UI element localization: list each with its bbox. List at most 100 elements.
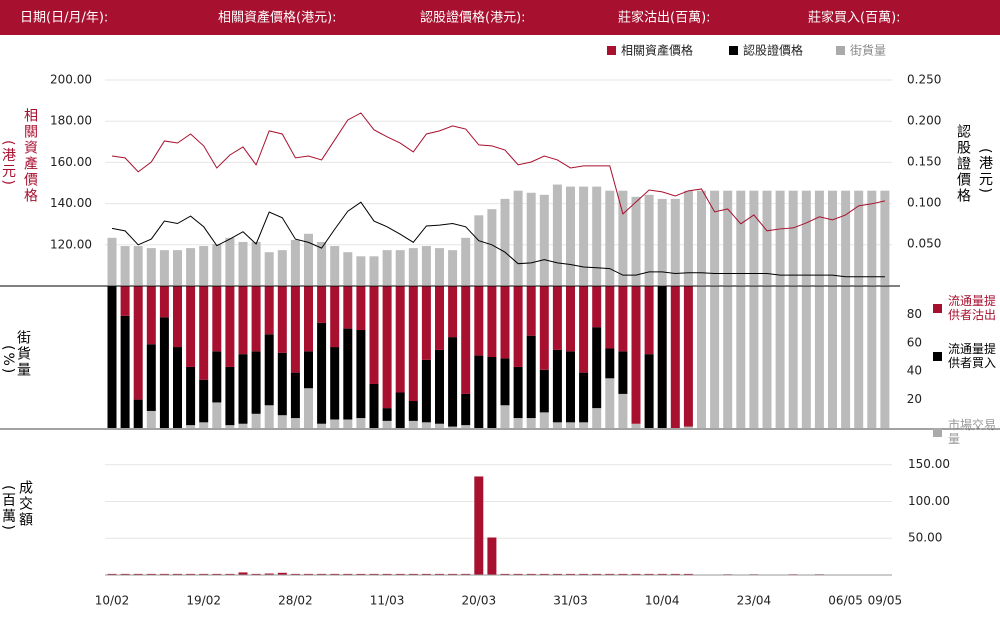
x-tick-label: 20/03 [462, 594, 497, 608]
share-bar [290, 418, 300, 428]
stock-bar [120, 246, 130, 285]
stock-bar [173, 250, 182, 285]
stock-bar [343, 252, 353, 285]
share-bar [304, 388, 313, 428]
share-bar [277, 415, 287, 428]
share-bar [120, 286, 130, 316]
volume-bar [657, 573, 667, 575]
share-bar [343, 419, 353, 428]
legend-swatch [933, 304, 942, 313]
stock-bar [513, 190, 523, 285]
share-bar [304, 286, 313, 352]
y-label: 相關資產價格 [22, 108, 38, 204]
stock-bar [788, 190, 798, 285]
share-bar [592, 408, 602, 428]
share-bar [408, 401, 418, 421]
share-bar [421, 422, 431, 428]
share-bar [579, 372, 589, 423]
y-tick-label: 140.00 [50, 196, 92, 210]
y2-unit: (港元) [977, 148, 993, 195]
share-bar [592, 327, 602, 409]
share-bar [120, 315, 130, 428]
stock-bar [683, 190, 693, 285]
share-bar [356, 286, 366, 331]
share-bar [592, 286, 602, 328]
y-tick-label: 60 [907, 335, 922, 349]
volume-bar [225, 573, 235, 575]
volume-bar [146, 573, 156, 575]
volume-bar [421, 573, 431, 575]
volume-bar [526, 573, 536, 575]
volume-bar [382, 573, 392, 575]
legend-swatch [607, 46, 616, 55]
share-bar [513, 418, 523, 428]
share-bar [251, 413, 261, 428]
stock-bar [317, 241, 327, 285]
y-tick-label: 0.200 [907, 114, 941, 128]
volume-bar [539, 573, 549, 575]
volume-bar [356, 573, 366, 575]
share-bar [395, 286, 405, 393]
volume-bar [487, 537, 497, 575]
share-bar [330, 419, 340, 428]
y-tick-label: 80 [907, 307, 922, 321]
stock-bar [356, 256, 366, 285]
y-tick-label: 100.00 [908, 494, 950, 508]
y-tick-label: 150.00 [908, 457, 950, 471]
volume-bar [264, 573, 274, 575]
share-bar [644, 354, 654, 428]
share-bar [644, 286, 654, 355]
stock-bar [225, 237, 235, 285]
share-bar [775, 286, 785, 428]
share-bar [238, 423, 248, 428]
y-tick-label: 0.250 [907, 73, 941, 87]
share-bar [539, 286, 549, 370]
share-bar [670, 286, 680, 428]
stock-bar [382, 250, 392, 285]
volume-bar [644, 573, 654, 575]
share-bar [382, 420, 392, 428]
volume-bar [369, 573, 379, 575]
share-bar [539, 369, 549, 413]
share-bar [199, 422, 209, 428]
volume-bar [304, 573, 313, 575]
stock-bar [539, 194, 549, 285]
share-bar [526, 335, 536, 419]
stock-bar [526, 192, 536, 285]
volume-bar [238, 572, 248, 575]
stock-bar [369, 256, 379, 285]
volume-bar [317, 573, 327, 575]
stock-bar [736, 190, 746, 285]
y-tick-label: 180.00 [50, 114, 92, 128]
share-bar [710, 286, 720, 428]
stock-bar [828, 190, 837, 285]
volume-bar [330, 573, 340, 575]
share-bar [579, 286, 589, 373]
price-line [111, 112, 886, 232]
volume-bar [448, 573, 458, 575]
share-bar [173, 286, 182, 348]
stock-bar [474, 215, 484, 285]
volume-bar [159, 573, 169, 575]
volume-bar [173, 573, 182, 575]
share-bar [618, 286, 628, 352]
share-bar [500, 358, 510, 406]
share-bar [395, 392, 405, 428]
volume-bar [579, 573, 589, 575]
share-bar [801, 286, 811, 428]
share-bar [277, 286, 287, 353]
share-bar [356, 418, 366, 428]
share-bar [474, 286, 484, 356]
stock-bar [552, 184, 562, 285]
volume-bar [592, 573, 602, 575]
share-bar [421, 286, 431, 360]
stock-bar [264, 252, 274, 285]
share-bar [605, 348, 615, 379]
header-field: 莊家沽出(百萬): [618, 10, 711, 26]
stock-bar [199, 246, 209, 285]
x-tick-label: 11/03 [370, 594, 405, 608]
share-bar [566, 422, 575, 428]
legend-swatch [836, 46, 845, 55]
stock-bar [670, 198, 680, 285]
x-tick-label: 31/03 [553, 594, 588, 608]
